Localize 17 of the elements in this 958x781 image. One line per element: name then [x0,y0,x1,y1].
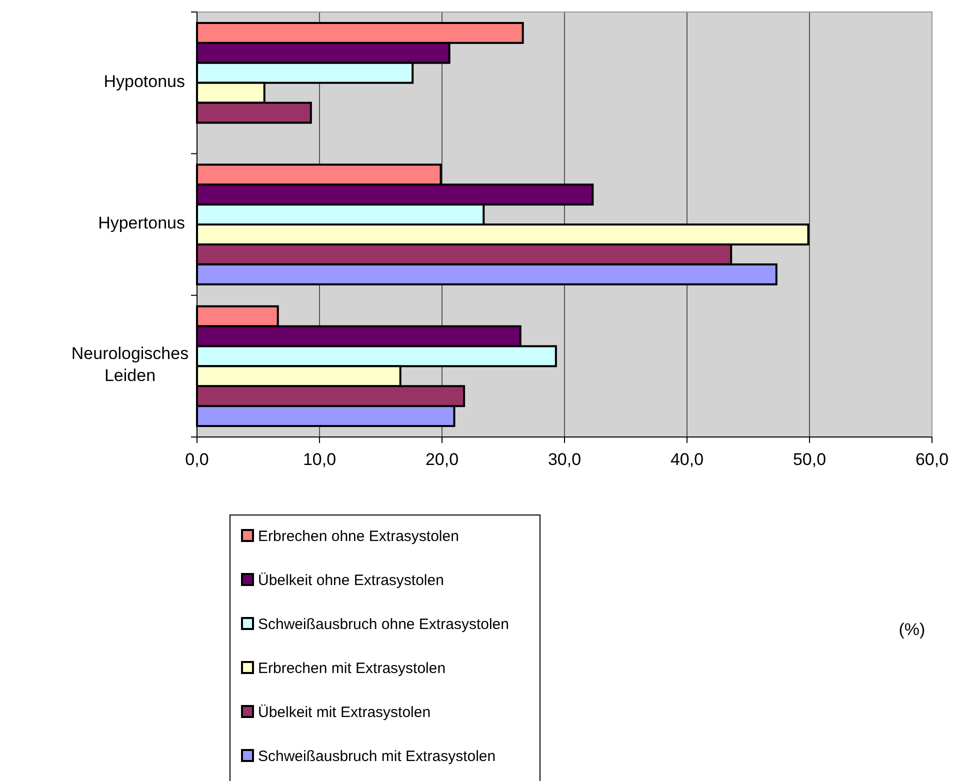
y-tick-label: Hypertonus [98,214,185,233]
x-tick-label: 50,0 [792,450,826,469]
x-tick-label: 0,0 [185,450,209,469]
legend-label: Schweißausbruch mit Extrasystolen [258,748,496,765]
x-tick-label: 10,0 [302,450,336,469]
x-tick-label: 30,0 [548,450,582,469]
text: (%) [898,620,926,639]
y-tick-label: Hypotonus [104,72,185,92]
x-tick-label: 40,0 [670,450,704,469]
x-tick-label: 60,0 [915,450,949,469]
legend-label: Schweißausbruch ohne Extrasystolen [258,616,509,633]
legend-label: Erbrechen ohne Extrasystolen [258,528,459,545]
y-tick-label: Neurologisches Leiden [71,344,189,386]
x-tick-label: 20,0 [425,450,459,469]
legend-label: Übelkeit mit Extrasystolen [258,704,431,721]
legend-label: Erbrechen mit Extrasystolen [258,660,446,677]
legend-label: Übelkeit ohne Extrasystolen [258,572,444,589]
